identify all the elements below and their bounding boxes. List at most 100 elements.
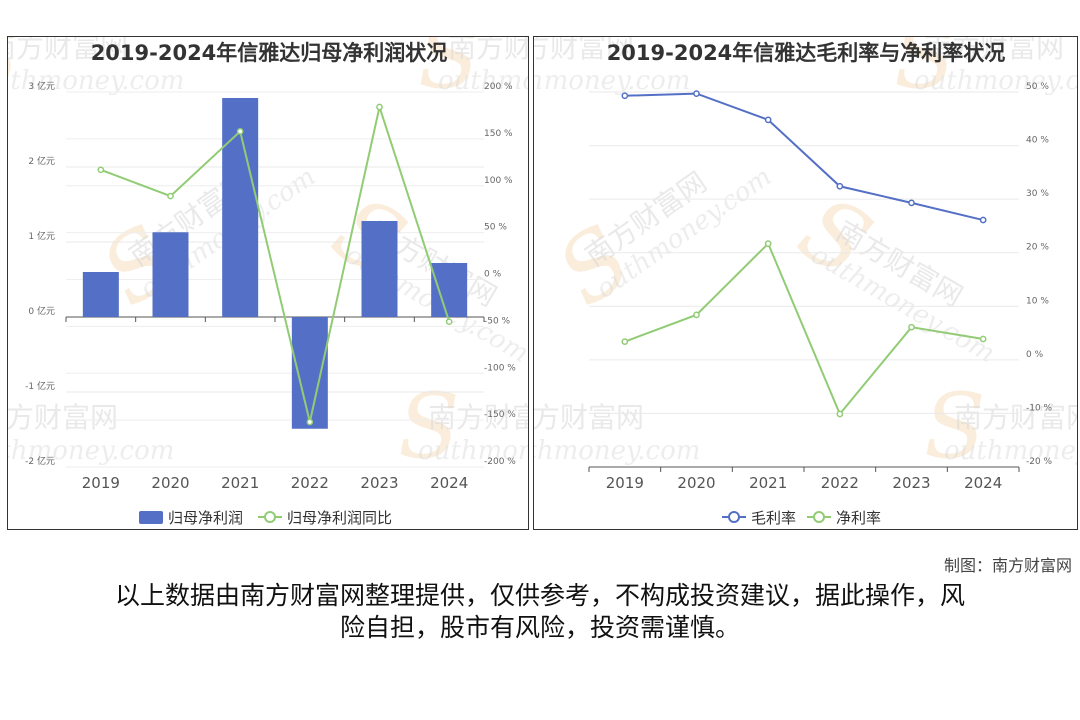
gross-margin-point-2022 bbox=[836, 182, 844, 190]
x-tick-label: 2021 bbox=[749, 474, 787, 492]
x-tick-label: 2019 bbox=[82, 474, 120, 492]
y-tick-right: 150 % bbox=[484, 129, 513, 139]
x-tick-label: 2023 bbox=[892, 474, 930, 492]
y-tick-right: 0 % bbox=[484, 270, 502, 280]
gross-margin-point-2020 bbox=[693, 90, 700, 97]
y-tick-right: -100 % bbox=[484, 363, 516, 373]
gross-margin-point-2024 bbox=[979, 216, 987, 224]
chart-title: 2019-2024年信雅达归母净利润状况 bbox=[91, 41, 448, 65]
y-tick-left: -2 亿元 bbox=[25, 455, 55, 467]
chart-title: 2019-2024年信雅达毛利率与净利率状况 bbox=[607, 41, 1006, 65]
watermark-s: S bbox=[8, 37, 20, 109]
y-tick: -20 % bbox=[1026, 457, 1053, 467]
y-tick: 50 % bbox=[1026, 82, 1049, 92]
y-tick-right: -50 % bbox=[484, 316, 511, 326]
y-tick-left: 2 亿元 bbox=[28, 155, 55, 167]
x-tick-label: 2024 bbox=[964, 474, 1002, 492]
yoy-point-2019 bbox=[97, 166, 105, 174]
net-margin-point-2020 bbox=[693, 311, 700, 319]
watermark-cn: 南方财富网 bbox=[448, 37, 529, 64]
x-tick-label: 2019 bbox=[606, 474, 644, 492]
watermark-en: outhmoney.com bbox=[944, 436, 1078, 466]
y-tick-left: 3 亿元 bbox=[28, 80, 55, 92]
yoy-line bbox=[100, 103, 451, 423]
watermark-s: S bbox=[534, 374, 536, 479]
legend-label-net: 净利率 bbox=[836, 509, 881, 527]
legend-label-bar: 归母净利润 bbox=[168, 509, 243, 527]
net-margin-point-2021 bbox=[764, 240, 772, 247]
gross-margin-point-2021 bbox=[764, 116, 772, 124]
y-tick: -10 % bbox=[1026, 403, 1053, 413]
x-tick-label: 2022 bbox=[821, 474, 859, 492]
disclaimer: 以上数据由南方财富网整理提供，仅供参考，不构成投资建议，据此操作，风 险自担，股… bbox=[60, 580, 1020, 644]
watermark-cn: 南方财富网 bbox=[534, 401, 644, 434]
chart-panel-net-profit: S南方财富网outhmoney.comS南方财富网outhmoney.comS南… bbox=[7, 36, 529, 530]
margin-chart: S南方财富网outhmoney.comS南方财富网outhmoney.comS南… bbox=[534, 37, 1078, 527]
disclaimer-line-1: 以上数据由南方财富网整理提供，仅供参考，不构成投资建议，据此操作，风 bbox=[114, 581, 965, 610]
watermark-en: outhmoney.com bbox=[8, 436, 174, 466]
x-tick-label: 2024 bbox=[430, 474, 468, 492]
y-tick-right: 200 % bbox=[484, 82, 513, 92]
watermark-en: outhmoney.com bbox=[534, 66, 690, 96]
bar-2024 bbox=[431, 263, 468, 317]
watermark-s: S bbox=[418, 37, 480, 109]
disclaimer-line-2: 险自担，股市有风险，投资需谨慎。 bbox=[339, 613, 740, 642]
chart-panel-margins: S南方财富网outhmoney.comS南方财富网outhmoney.comS南… bbox=[533, 36, 1078, 530]
legend-line-marker bbox=[264, 511, 276, 523]
watermark-en: outhmoney.com bbox=[438, 66, 529, 96]
y-tick: 40 % bbox=[1026, 136, 1049, 146]
watermark-cn: 南方财富网 bbox=[428, 401, 529, 434]
legend-bar-swatch bbox=[139, 511, 163, 524]
watermark-cn: 南方财富网 bbox=[8, 401, 118, 434]
watermark-cn: 南方财富网 bbox=[534, 37, 634, 64]
x-tick-label: 2023 bbox=[360, 474, 398, 492]
watermark-s: S bbox=[8, 374, 10, 479]
y-tick-left: 1 亿元 bbox=[28, 230, 55, 242]
watermark-s: S bbox=[894, 37, 956, 109]
net-margin-point-2024 bbox=[979, 335, 987, 343]
yoy-point-2020 bbox=[167, 192, 174, 200]
legend-label-line: 归母净利润同比 bbox=[287, 509, 392, 527]
bar-2019 bbox=[82, 272, 119, 317]
watermark-cn: 南方财富网 bbox=[924, 37, 1064, 64]
y-tick: 20 % bbox=[1026, 243, 1049, 253]
legend-marker-gross bbox=[728, 511, 740, 523]
watermark-cn: 南方财富网 bbox=[954, 401, 1078, 434]
y-tick-left: 0 亿元 bbox=[28, 305, 55, 317]
yoy-point-2024 bbox=[445, 318, 453, 326]
legend-label-gross: 毛利率 bbox=[751, 509, 796, 527]
y-tick-right: 100 % bbox=[484, 176, 513, 186]
y-tick-right: -200 % bbox=[484, 457, 516, 467]
watermark-s: S bbox=[924, 374, 986, 479]
yoy-point-2022 bbox=[306, 418, 314, 426]
net-margin-point-2019 bbox=[621, 338, 629, 345]
legend-marker-net bbox=[813, 511, 825, 523]
y-tick-left: -1 亿元 bbox=[25, 380, 55, 392]
net-margin-point-2023 bbox=[908, 323, 915, 331]
net-margin-point-2022 bbox=[836, 410, 844, 418]
net-margin-line bbox=[624, 241, 984, 416]
gross-margin-point-2019 bbox=[621, 92, 629, 100]
watermark-en: outhmoney.com bbox=[8, 66, 184, 96]
y-tick-right: 50 % bbox=[484, 223, 507, 233]
gross-margin-line bbox=[624, 92, 984, 222]
watermark-en: outhmoney.com bbox=[914, 66, 1078, 96]
gross-margin-point-2023 bbox=[908, 199, 915, 207]
watermark-en: outhmoney.com bbox=[534, 436, 700, 466]
y-tick: 0 % bbox=[1026, 350, 1044, 360]
yoy-point-2023 bbox=[376, 103, 383, 111]
x-tick-label: 2020 bbox=[151, 474, 189, 492]
y-tick: 30 % bbox=[1026, 189, 1049, 199]
x-tick-label: 2020 bbox=[677, 474, 715, 492]
watermark-cn: 南方财富网 bbox=[8, 37, 128, 64]
bar-2020 bbox=[152, 232, 189, 317]
chart-credit: 制图：南方财富网 bbox=[943, 556, 1072, 575]
y-tick: 10 % bbox=[1026, 296, 1049, 306]
x-tick-label: 2022 bbox=[291, 474, 329, 492]
yoy-point-2021 bbox=[236, 128, 244, 135]
x-tick-label: 2021 bbox=[221, 474, 259, 492]
y-tick-right: -150 % bbox=[484, 410, 516, 420]
watermark-en: outhmoney.com bbox=[418, 436, 529, 466]
bar-2023 bbox=[361, 221, 398, 317]
net-profit-chart: S南方财富网outhmoney.comS南方财富网outhmoney.comS南… bbox=[8, 37, 529, 527]
